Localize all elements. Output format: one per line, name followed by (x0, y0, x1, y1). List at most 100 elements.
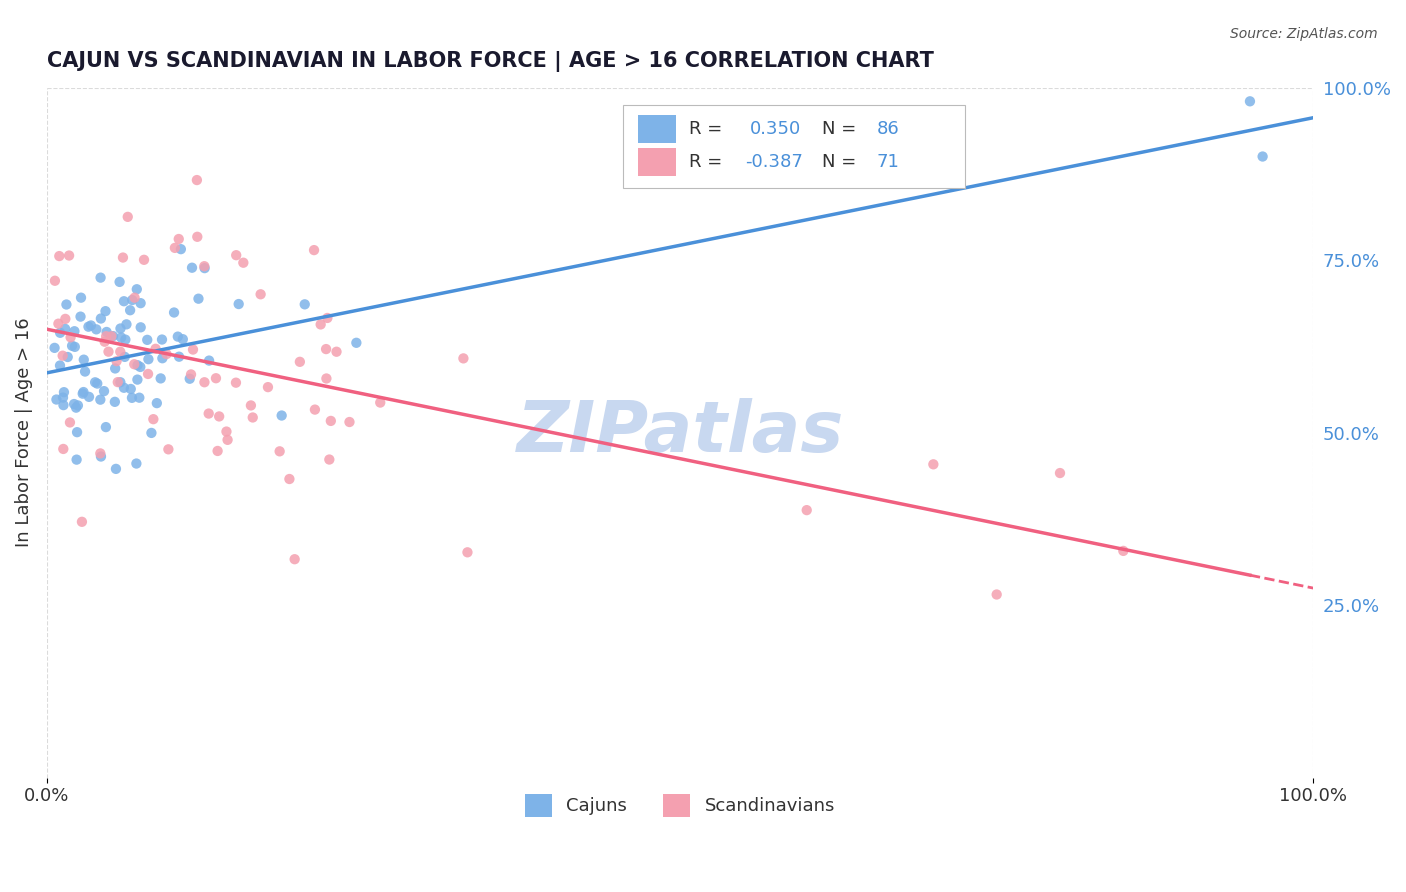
Point (110, 330, 132, 344)
Point (70, 291, 93, 305)
Point (986, 587, 1008, 601)
Point (187, 292, 209, 306)
Text: N =: N = (823, 153, 862, 171)
Point (344, 335, 367, 350)
Point (181, 343, 204, 357)
Point (49, 359, 72, 373)
Point (48, 249, 70, 263)
Point (112, 294, 135, 309)
Point (104, 361, 127, 376)
FancyBboxPatch shape (638, 148, 676, 176)
Point (239, 399, 262, 413)
Point (52, 385, 75, 400)
Point (48, 317, 70, 331)
Point (49, 326, 72, 340)
Point (94, 420, 117, 434)
Point (80, 318, 103, 333)
Point (325, 344, 347, 359)
Point (93, 334, 115, 349)
Point (269, 444, 291, 458)
Point (90, 311, 112, 326)
Point (121, 293, 143, 307)
Point (59, 416, 82, 430)
Text: 86: 86 (876, 120, 898, 138)
Point (56, 350, 79, 364)
Point (1049, 466, 1071, 480)
Point (72, 385, 94, 400)
Text: R =: R = (689, 120, 728, 138)
Point (77, 390, 100, 404)
Point (179, 372, 201, 386)
Point (138, 352, 160, 367)
Point (225, 376, 247, 390)
Text: Source: ZipAtlas.com: Source: ZipAtlas.com (1230, 27, 1378, 41)
Point (86, 376, 108, 391)
Text: 0.350: 0.350 (749, 120, 801, 138)
Point (257, 380, 280, 394)
Point (94, 329, 117, 343)
Point (70, 515, 93, 529)
Point (53, 311, 76, 326)
Point (208, 409, 231, 424)
Point (122, 357, 145, 371)
FancyBboxPatch shape (623, 104, 965, 187)
Point (194, 261, 217, 276)
Point (129, 359, 152, 374)
Point (120, 303, 142, 318)
Point (316, 310, 339, 325)
Text: -0.387: -0.387 (745, 153, 803, 171)
Point (228, 297, 250, 311)
Point (215, 425, 238, 439)
Point (318, 452, 340, 467)
Point (456, 545, 478, 559)
Point (66, 399, 89, 413)
Point (288, 355, 311, 369)
Point (59, 330, 82, 344)
Point (63, 324, 86, 338)
Point (796, 503, 818, 517)
Point (155, 347, 177, 361)
Point (58, 248, 80, 262)
Point (167, 232, 190, 246)
Point (45, 392, 67, 407)
Point (52, 349, 75, 363)
Point (108, 275, 131, 289)
Point (136, 367, 159, 381)
Point (105, 354, 128, 368)
Point (284, 552, 307, 566)
Point (110, 321, 132, 335)
Point (242, 410, 264, 425)
Point (225, 248, 247, 262)
Point (60, 339, 83, 353)
Point (922, 458, 945, 472)
Point (294, 297, 316, 311)
Point (145, 342, 167, 356)
Point (124, 291, 146, 305)
Point (304, 402, 326, 417)
Point (44, 274, 66, 288)
Point (249, 287, 271, 301)
Point (53, 322, 76, 336)
Point (315, 342, 337, 356)
Point (166, 329, 188, 343)
Point (72, 386, 94, 401)
Point (84, 376, 107, 390)
Point (150, 333, 173, 347)
Point (69, 310, 91, 324)
Text: CAJUN VS SCANDINAVIAN IN LABOR FORCE | AGE > 16 CORRELATION CHART: CAJUN VS SCANDINAVIAN IN LABOR FORCE | A… (46, 51, 934, 71)
Text: 71: 71 (876, 153, 900, 171)
Point (142, 412, 165, 426)
Point (232, 256, 254, 270)
Point (180, 368, 202, 382)
Point (55, 297, 77, 311)
Point (149, 371, 172, 385)
Point (107, 375, 129, 389)
Point (181, 260, 204, 275)
Point (114, 333, 136, 347)
Point (1239, 95, 1261, 109)
Point (125, 282, 148, 296)
Point (93, 384, 115, 398)
Point (104, 462, 127, 476)
Point (170, 242, 193, 256)
Point (63, 340, 86, 354)
